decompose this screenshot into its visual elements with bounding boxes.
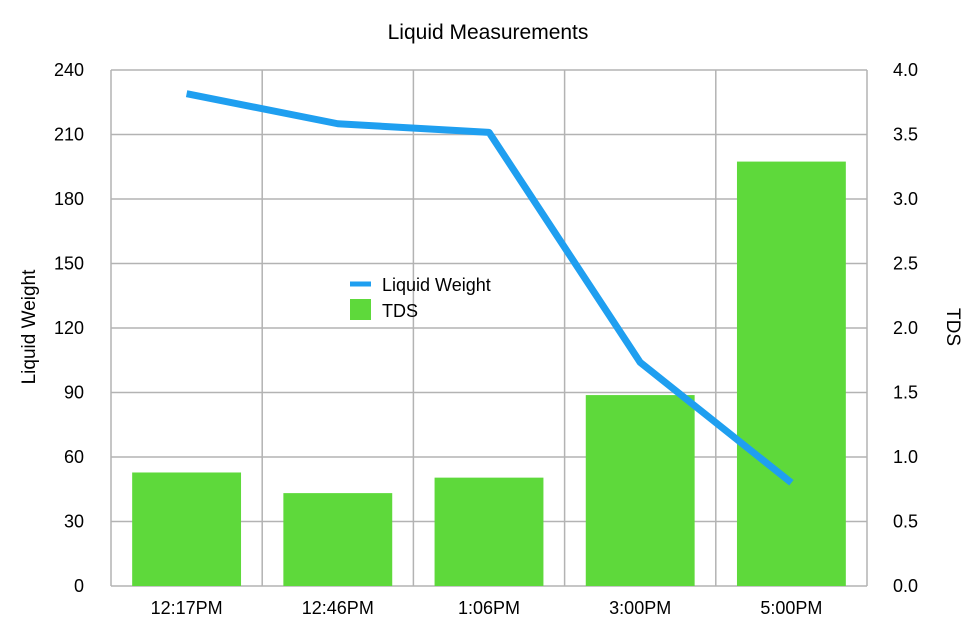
x-tick-label: 3:00PM <box>609 598 671 618</box>
y-tick-label: 180 <box>54 189 84 209</box>
y2-tick-label: 2.0 <box>893 318 918 338</box>
legend-label-tds: TDS <box>382 301 418 321</box>
y-axis-title: Liquid Weight <box>19 269 40 385</box>
y-tick-label: 60 <box>64 447 84 467</box>
chart-title: Liquid Measurements <box>388 21 589 44</box>
grid <box>110 69 868 587</box>
bars <box>132 161 846 586</box>
y-tick-label: 90 <box>64 383 84 403</box>
y2-tick-label: 0.5 <box>893 512 918 532</box>
legend: Liquid Weight TDS <box>350 275 491 321</box>
y2-tick-label: 0.0 <box>893 576 918 596</box>
bar-tds <box>585 395 695 586</box>
bar-tds <box>132 472 242 586</box>
y2-tick-label: 2.5 <box>893 254 918 274</box>
bar-tds <box>434 477 544 586</box>
legend-bar-swatch <box>350 299 371 320</box>
y2-tick-label: 1.5 <box>893 383 918 403</box>
y-tick-label: 240 <box>54 60 84 80</box>
y-tick-label: 120 <box>54 318 84 338</box>
legend-label-liquid-weight: Liquid Weight <box>382 275 491 295</box>
y2-tick-label: 1.0 <box>893 447 918 467</box>
y-tick-label: 30 <box>64 512 84 532</box>
x-tick-label: 5:00PM <box>760 598 822 618</box>
y-tick-label: 150 <box>54 254 84 274</box>
x-tick-label: 12:17PM <box>151 598 223 618</box>
y2-tick-label: 4.0 <box>893 60 918 80</box>
bar-tds <box>283 493 393 586</box>
y2-tick-label: 3.0 <box>893 189 918 209</box>
x-tick-label: 12:46PM <box>302 598 374 618</box>
left-axis-ticks: 0 30 60 90 120 150 180 210 240 <box>54 60 84 596</box>
line-liquid-weight <box>185 90 794 486</box>
line-series <box>185 90 794 486</box>
y2-axis-title: TDS <box>942 308 963 346</box>
right-axis-ticks: 0.0 0.5 1.0 1.5 2.0 2.5 3.0 3.5 4.0 <box>893 60 918 596</box>
y2-tick-label: 3.5 <box>893 125 918 145</box>
y-tick-label: 210 <box>54 125 84 145</box>
x-tick-label: 1:06PM <box>458 598 520 618</box>
bar-tds <box>736 161 846 586</box>
x-axis-ticks: 12:17PM 12:46PM 1:06PM 3:00PM 5:00PM <box>151 598 823 618</box>
y-tick-label: 0 <box>74 576 84 596</box>
